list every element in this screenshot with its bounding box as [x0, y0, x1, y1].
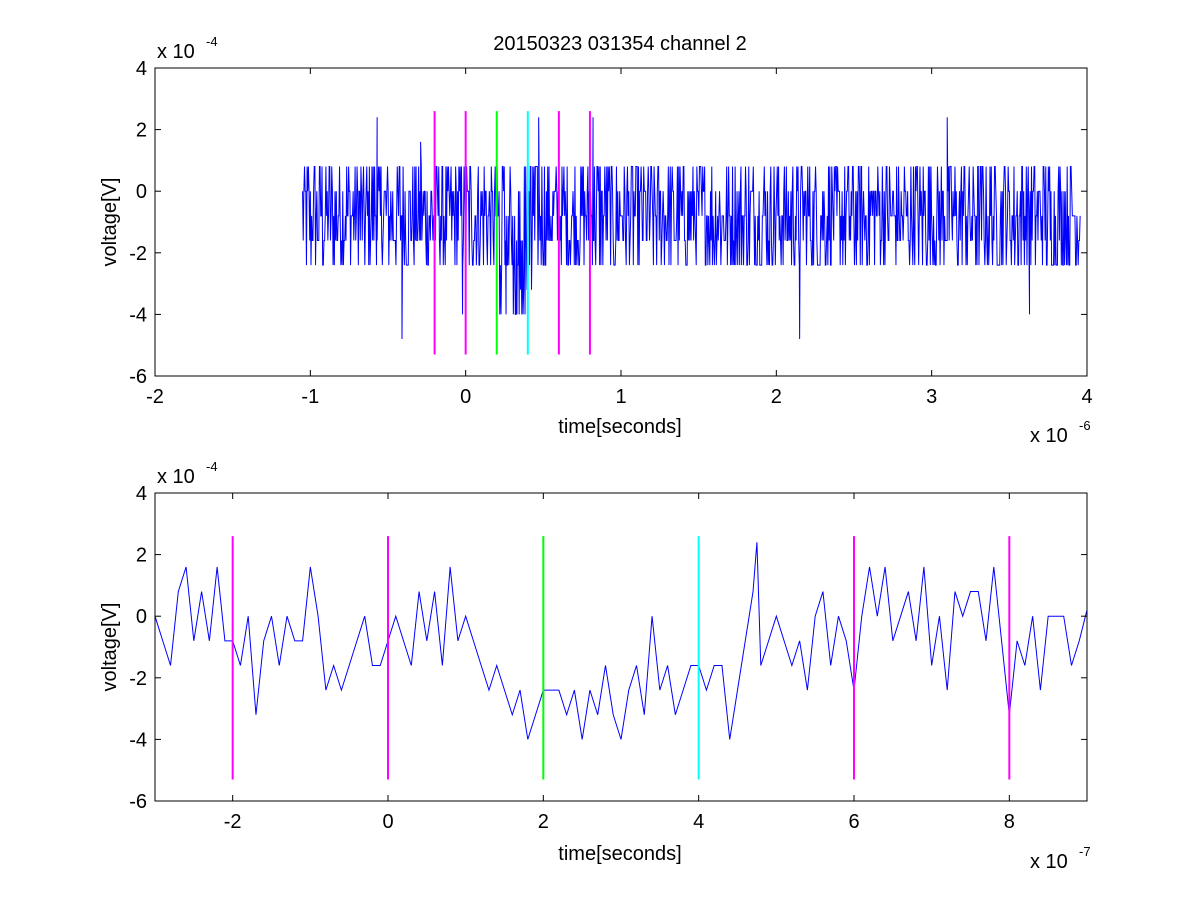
bottom-x-exponent: -7 [1079, 844, 1091, 859]
bottom-y-tick-label: -2 [129, 668, 147, 690]
top-x-tick-label: 2 [771, 386, 782, 408]
top-x-tick-label: -1 [301, 386, 319, 408]
top-ticks: -2 -1 0 1 2 3 4 -6 -4 -2 0 2 4 [129, 58, 1092, 408]
top-y-tick-label: -2 [129, 243, 147, 265]
bottom-y-tick-label: 0 [136, 606, 147, 628]
bottom-ticks: -2 0 2 4 6 8 -6 -4 -2 0 2 4 [129, 483, 1087, 833]
bottom-signal-line [154, 542, 1088, 740]
bottom-y-tick-label: -6 [129, 791, 147, 813]
bottom-signal-series [154, 542, 1088, 740]
top-signal-series [302, 117, 1081, 340]
bottom-subplot: -2 0 2 4 6 8 -6 -4 -2 0 2 4 time[seconds] voltage[V… [99, 459, 1091, 873]
bottom-x-exponent-base: x 10 [1030, 851, 1068, 873]
top-x-tick-label: 4 [1081, 386, 1092, 408]
bottom-y-tick-label: 4 [136, 483, 147, 505]
top-x-exponent: -6 [1079, 418, 1091, 433]
top-x-tick-label: -2 [146, 386, 164, 408]
top-y-axis-label: voltage[V] [99, 178, 121, 267]
top-y-tick-label: -6 [129, 366, 147, 388]
bottom-y-exponent: -4 [206, 459, 218, 474]
top-x-tick-label: 1 [615, 386, 626, 408]
bottom-x-tick-label: 6 [848, 811, 859, 833]
top-y-exponent: -4 [206, 34, 218, 49]
figure-title: 20150323 031354 channel 2 [493, 33, 747, 55]
top-y-tick-label: 0 [136, 181, 147, 203]
bottom-x-tick-label: 2 [538, 811, 549, 833]
bottom-y-exponent-base: x 10 [157, 466, 195, 488]
bottom-y-tick-label: 2 [136, 545, 147, 567]
top-signal-line [302, 117, 1081, 340]
top-x-tick-label: 3 [926, 386, 937, 408]
bottom-x-tick-label: 0 [382, 811, 393, 833]
top-marker-lines [433, 111, 591, 355]
bottom-x-axis-label: time[seconds] [558, 843, 681, 865]
bottom-x-tick-label: 8 [1004, 811, 1015, 833]
bottom-axes-box [154, 492, 1088, 802]
top-y-exponent-base: x 10 [157, 41, 195, 63]
bottom-y-axis-label: voltage[V] [99, 603, 121, 692]
top-y-tick-label: -4 [129, 304, 147, 326]
top-subplot: -2 -1 0 1 2 3 4 -6 -4 -2 0 2 4 time[seconds] voltage… [99, 34, 1093, 447]
bottom-x-tick-label: -2 [224, 811, 242, 833]
bottom-marker-lines [231, 536, 1011, 780]
top-x-exponent-base: x 10 [1030, 425, 1068, 447]
bottom-y-tick-label: -4 [129, 729, 147, 751]
top-x-axis-label: time[seconds] [558, 416, 681, 438]
top-y-tick-label: 2 [136, 120, 147, 142]
top-y-tick-label: 4 [136, 58, 147, 80]
top-x-tick-label: 0 [460, 386, 471, 408]
bottom-x-tick-label: 4 [693, 811, 704, 833]
